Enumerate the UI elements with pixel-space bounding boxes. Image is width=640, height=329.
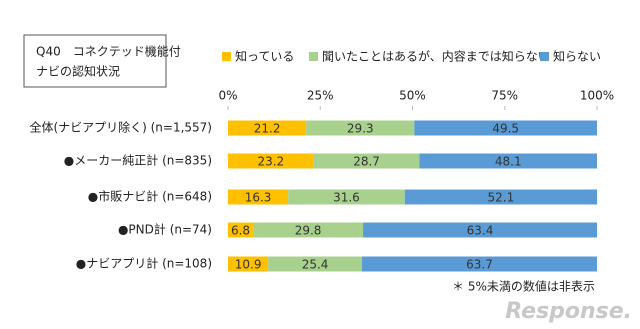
data-label: 49.5 bbox=[492, 122, 519, 136]
chart-title: Q40 コネクテッド機能付 bbox=[36, 44, 181, 59]
bar-segment bbox=[361, 256, 597, 272]
data-label: 25.4 bbox=[302, 258, 329, 272]
bar-segment bbox=[414, 120, 597, 136]
data-label: 23.2 bbox=[257, 155, 284, 169]
data-label: 48.1 bbox=[495, 155, 522, 169]
note: ＊ 5%未満の数値は非表示 bbox=[452, 279, 595, 294]
data-label: 29.3 bbox=[347, 122, 374, 136]
chart-title: ナビの認知状況 bbox=[36, 64, 120, 79]
x-tick-label: 0% bbox=[218, 89, 237, 103]
data-label: 31.6 bbox=[333, 191, 360, 205]
y-tick-label: ●ナビアプリ計 (n=108) bbox=[76, 256, 212, 271]
legend-swatch bbox=[540, 52, 549, 61]
y-tick-label: ●市販ナビ計 (n=648) bbox=[88, 189, 212, 204]
bar-segment bbox=[228, 222, 254, 238]
data-label: 29.8 bbox=[295, 224, 322, 238]
bar-segment bbox=[306, 120, 415, 136]
bar-segment bbox=[268, 256, 362, 272]
data-label: 28.7 bbox=[353, 155, 380, 169]
bar-segment bbox=[363, 222, 597, 238]
x-tick-label: 25% bbox=[307, 89, 334, 103]
bar-segment bbox=[228, 120, 307, 136]
x-tick-label: 75% bbox=[491, 89, 518, 103]
data-label: 6.8 bbox=[231, 224, 250, 238]
legend-swatch bbox=[309, 52, 318, 61]
bar-segment bbox=[404, 189, 597, 205]
data-label: 10.9 bbox=[235, 258, 262, 272]
legend-label: 知らない bbox=[553, 50, 601, 64]
legend-label: 知っている bbox=[235, 50, 294, 64]
bar-segment bbox=[313, 153, 420, 169]
bar-segment bbox=[253, 222, 364, 238]
data-label: 63.4 bbox=[467, 224, 494, 238]
watermark: Response. bbox=[505, 299, 632, 324]
data-label: 16.3 bbox=[245, 191, 272, 205]
bar-segment bbox=[228, 189, 289, 205]
bar-segment bbox=[228, 256, 269, 272]
y-tick-label: ●メーカー純正計 (n=835) bbox=[64, 153, 212, 168]
y-tick-label: 全体(ナビアプリ除く) (n=1,557) bbox=[29, 120, 212, 135]
x-tick-label: 100% bbox=[580, 89, 614, 103]
x-tick-label: 50% bbox=[399, 89, 426, 103]
title-box bbox=[23, 34, 167, 88]
data-label: 63.7 bbox=[466, 258, 493, 272]
bar-segment bbox=[288, 189, 405, 205]
data-label: 52.1 bbox=[488, 191, 515, 205]
data-label: 21.2 bbox=[254, 122, 281, 136]
y-tick-label: ●PND計 (n=74) bbox=[118, 222, 212, 237]
legend-swatch bbox=[222, 52, 231, 61]
legend-label: 聞いたことはあるが、内容までは知らない bbox=[322, 49, 550, 64]
bar-segment bbox=[419, 153, 597, 169]
bar-segment bbox=[228, 153, 314, 169]
